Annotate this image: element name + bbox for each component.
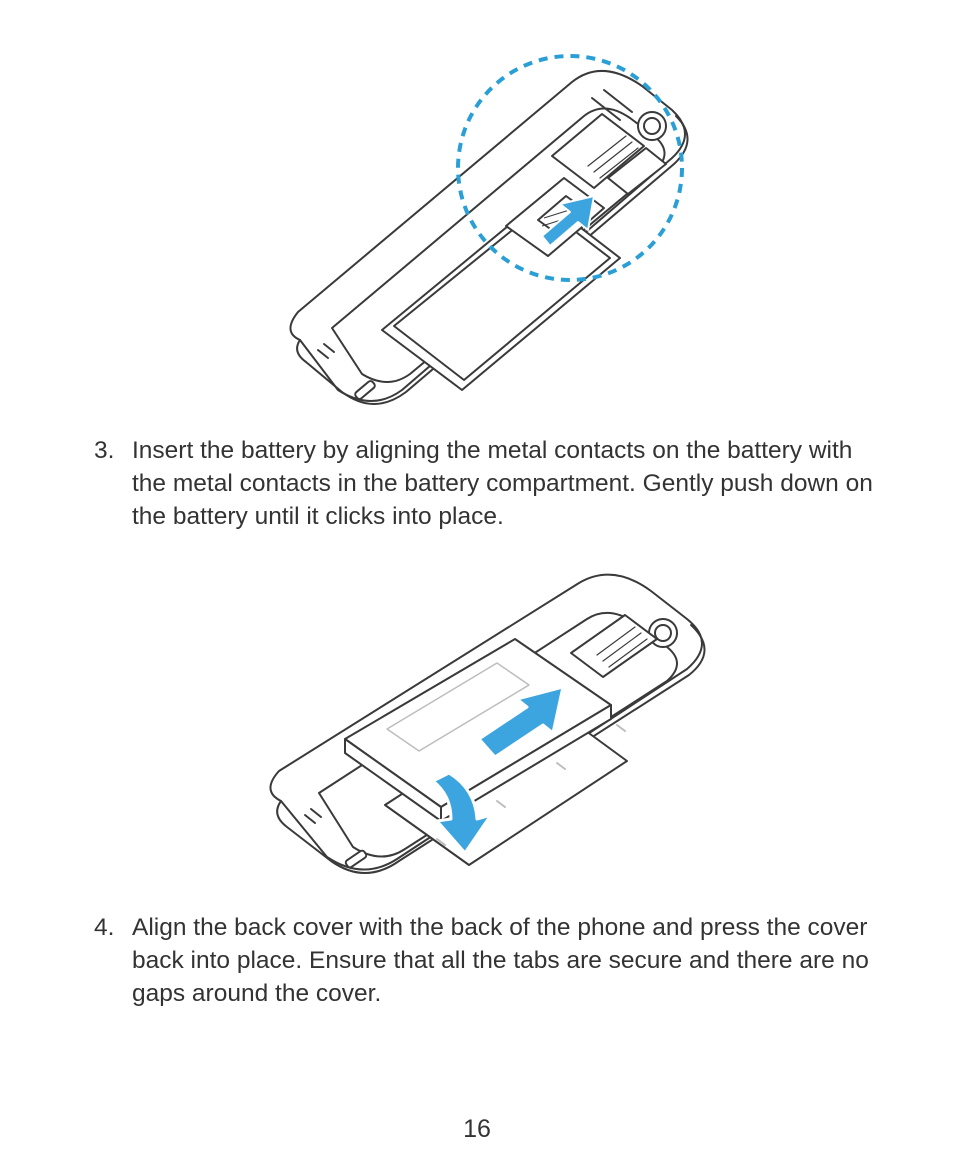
step-4: 4. Align the back cover with the back of… bbox=[94, 911, 884, 1010]
sim-insert-illustration bbox=[242, 40, 712, 410]
battery-insert-illustration bbox=[227, 557, 727, 887]
step-number: 4. bbox=[94, 911, 132, 944]
step-text: Insert the battery by aligning the metal… bbox=[132, 434, 884, 533]
step-text: Align the back cover with the back of th… bbox=[132, 911, 884, 1010]
step-3: 3. Insert the battery by aligning the me… bbox=[94, 434, 884, 533]
page-number: 16 bbox=[0, 1115, 954, 1144]
step-number: 3. bbox=[94, 434, 132, 467]
